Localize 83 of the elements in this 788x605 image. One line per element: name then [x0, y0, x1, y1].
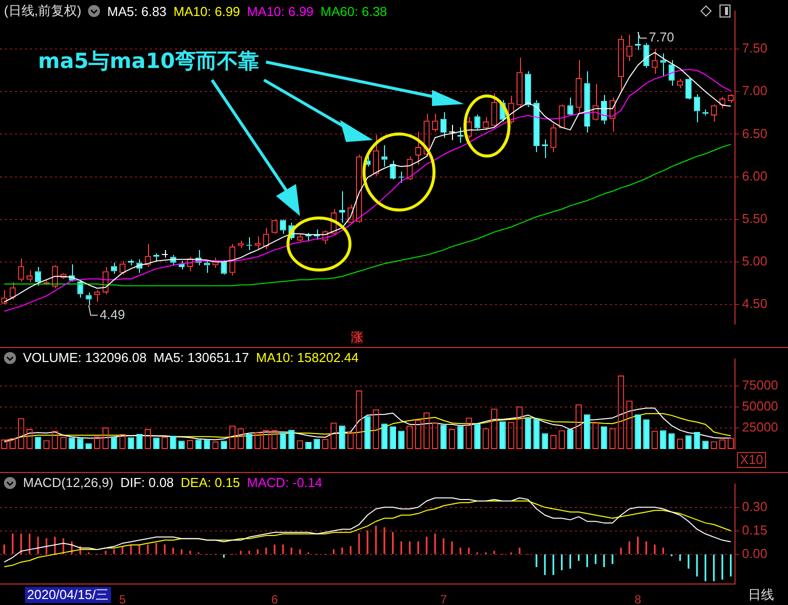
bar — [136, 434, 143, 449]
text: MA10: 6.99 — [247, 4, 314, 18]
y-tick-label: 4.50 — [742, 296, 768, 312]
chart-title: (日线,前复权) — [4, 2, 82, 20]
candlestick — [474, 114, 480, 130]
annotation: 4.49 — [100, 306, 126, 322]
annotation: VOLUME: 132096.08 — [23, 350, 147, 365]
annotation: MA10: 6.99 — [174, 4, 240, 18]
candlestick — [567, 97, 574, 116]
y-tick-label: 0.00 — [742, 546, 768, 561]
y-tick-label: 5.00 — [742, 253, 768, 268]
bar — [68, 438, 75, 449]
bar — [153, 438, 160, 449]
bar — [398, 430, 404, 449]
bar — [524, 418, 532, 449]
bar — [474, 424, 480, 449]
y-tick-label: 6.50 — [742, 126, 768, 141]
y-tick-label: 7.50 — [742, 40, 768, 56]
candlestick — [694, 94, 700, 123]
y-tick-label: 7.00 — [742, 83, 768, 98]
candlestick — [584, 70, 590, 134]
bar — [584, 414, 590, 449]
bar — [634, 414, 642, 449]
bar — [128, 437, 134, 449]
text: 2020/04/15/三 — [25, 587, 111, 604]
text: 涨 — [351, 330, 363, 344]
bar — [34, 436, 42, 449]
candlestick — [86, 292, 92, 306]
x-tick-label: 7 — [440, 592, 448, 605]
text: DEA: 0.15 — [180, 475, 240, 490]
bar — [110, 436, 118, 449]
y-tick-label: 50000 — [742, 398, 778, 414]
bar — [668, 433, 675, 449]
bar — [643, 419, 650, 449]
bar — [440, 424, 447, 449]
text: 日线 — [748, 587, 774, 602]
bar — [338, 426, 346, 449]
candlestick — [643, 42, 650, 68]
bar — [280, 432, 286, 449]
annotation: ma5与ma10弯而不靠 — [38, 49, 259, 74]
bar — [288, 430, 295, 449]
candlestick — [440, 112, 447, 138]
text: X10 — [737, 452, 766, 468]
candlestick — [533, 100, 540, 153]
x-tick-label: 6 — [271, 592, 278, 605]
y-tick-label: 0.15 — [742, 522, 768, 538]
x-tick-label: 8 — [634, 592, 642, 605]
bar — [457, 426, 464, 449]
candlestick — [448, 124, 456, 141]
bar — [364, 416, 371, 449]
text: MA5: 130651.17 — [154, 350, 249, 365]
bar — [660, 430, 666, 449]
bar — [381, 424, 388, 449]
candlestick — [111, 262, 118, 274]
bar — [390, 426, 396, 449]
bar — [500, 421, 506, 449]
candlestick — [204, 260, 210, 274]
bar — [170, 436, 176, 449]
candlestick — [280, 218, 286, 234]
annotation: MACD: -0.14 — [247, 475, 322, 490]
text: DIF: 0.08 — [120, 475, 174, 490]
bar — [567, 429, 574, 449]
bar — [533, 418, 540, 449]
y-tick-label: 6.00 — [742, 168, 768, 184]
y-tick-label: 75000 — [742, 378, 778, 393]
x-tick-label: 5 — [119, 592, 126, 605]
chart-title: MACD(12,26,9) — [23, 475, 114, 490]
bar — [542, 433, 548, 449]
candlestick — [524, 70, 532, 108]
text: MA5: 6.83 — [107, 4, 167, 18]
text: MA60: 6.38 — [320, 4, 388, 18]
candlestick — [685, 78, 692, 100]
bar — [77, 438, 84, 449]
y-tick-label: 25000 — [742, 420, 778, 435]
annotation: 7.70 — [648, 30, 674, 45]
y-tick-label: 5.50 — [742, 210, 768, 226]
bar — [685, 435, 692, 449]
bar — [694, 432, 700, 449]
y-tick-label: 0.30 — [742, 498, 768, 514]
text: MA10: 158202.44 — [256, 350, 359, 365]
bar — [600, 426, 608, 449]
candlestick — [390, 160, 396, 180]
bar — [246, 434, 252, 449]
